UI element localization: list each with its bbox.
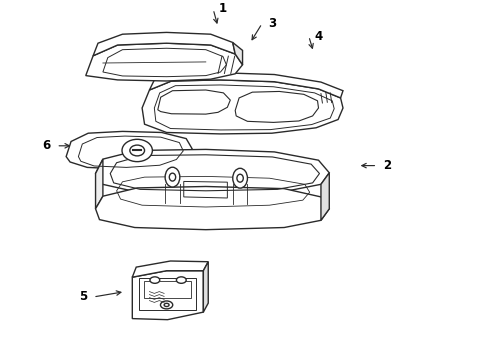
Text: 4: 4 bbox=[315, 30, 322, 42]
Polygon shape bbox=[158, 90, 230, 114]
Ellipse shape bbox=[150, 277, 160, 283]
Ellipse shape bbox=[176, 277, 186, 283]
Polygon shape bbox=[132, 261, 208, 277]
Ellipse shape bbox=[161, 301, 172, 309]
Polygon shape bbox=[86, 43, 243, 81]
Polygon shape bbox=[132, 271, 203, 320]
Polygon shape bbox=[66, 131, 192, 169]
Polygon shape bbox=[321, 173, 329, 220]
Text: 2: 2 bbox=[383, 159, 391, 172]
Ellipse shape bbox=[233, 168, 247, 188]
Polygon shape bbox=[93, 32, 235, 56]
Ellipse shape bbox=[122, 139, 152, 162]
Polygon shape bbox=[96, 186, 329, 230]
Polygon shape bbox=[235, 91, 318, 122]
Text: 1: 1 bbox=[219, 3, 227, 15]
Ellipse shape bbox=[165, 167, 180, 187]
Polygon shape bbox=[96, 149, 329, 194]
Text: 6: 6 bbox=[43, 139, 50, 152]
Polygon shape bbox=[142, 80, 343, 134]
Polygon shape bbox=[233, 42, 243, 65]
Text: 3: 3 bbox=[268, 17, 276, 30]
Polygon shape bbox=[203, 262, 208, 312]
Text: 5: 5 bbox=[79, 291, 87, 303]
Polygon shape bbox=[149, 73, 343, 98]
Polygon shape bbox=[96, 159, 103, 209]
